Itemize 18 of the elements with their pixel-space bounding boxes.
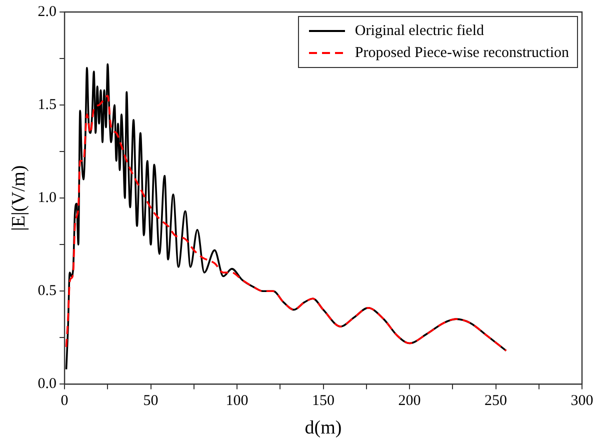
- y-axis-title: |E|(V/m): [8, 165, 30, 231]
- line-series: [65, 63, 508, 370]
- x-tick-label: 0: [60, 393, 68, 410]
- x-axis-title: d(m): [304, 418, 342, 439]
- legend-label: Proposed Piece-wise reconstruction: [354, 44, 569, 63]
- x-tick-label: 100: [226, 393, 248, 410]
- x-tick-label: 300: [570, 393, 594, 410]
- y-tick-label: 0.0: [38, 376, 57, 392]
- x-tick-label: 200: [398, 393, 421, 410]
- y-tick-label: 2.0: [38, 4, 57, 20]
- x-tick-label: 50: [143, 393, 158, 410]
- y-tick-label: 0.5: [38, 283, 57, 300]
- legend-label: Original electric field: [354, 22, 484, 41]
- x-tick-label: 250: [484, 393, 508, 410]
- x-tick-label: 150: [312, 393, 335, 410]
- y-tick-label: 1.5: [38, 96, 57, 113]
- line-series: [65, 94, 508, 352]
- y-tick-label: 1.0: [38, 190, 57, 206]
